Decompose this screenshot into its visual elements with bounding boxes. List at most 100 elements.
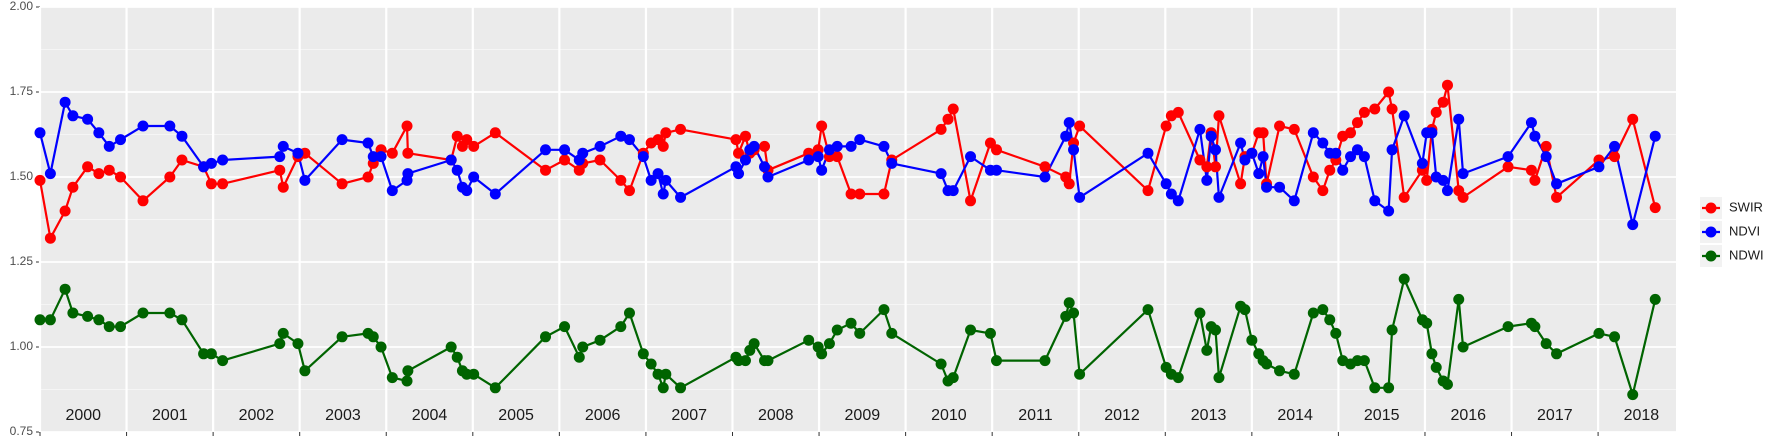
data-point bbox=[675, 382, 687, 394]
data-point bbox=[1324, 164, 1336, 176]
data-point bbox=[1274, 365, 1286, 377]
data-point bbox=[1063, 178, 1075, 190]
data-point bbox=[1383, 86, 1395, 98]
data-point bbox=[845, 140, 857, 152]
data-point bbox=[1039, 161, 1051, 173]
year-label: 2011 bbox=[1018, 407, 1053, 424]
data-point bbox=[559, 321, 571, 333]
data-point bbox=[1307, 171, 1319, 183]
data-point bbox=[660, 368, 672, 380]
data-point bbox=[1194, 307, 1206, 319]
data-point bbox=[386, 147, 398, 159]
data-point bbox=[748, 140, 760, 152]
data-point bbox=[1351, 117, 1363, 129]
data-point bbox=[1649, 293, 1661, 305]
data-point bbox=[1253, 168, 1265, 180]
data-point bbox=[1239, 154, 1251, 166]
data-point bbox=[375, 151, 387, 163]
data-point bbox=[103, 164, 115, 176]
data-point bbox=[82, 310, 94, 322]
data-point bbox=[675, 191, 687, 203]
data-point bbox=[1246, 147, 1258, 159]
data-point bbox=[573, 351, 585, 363]
data-point bbox=[1239, 304, 1251, 316]
data-point bbox=[1235, 137, 1247, 149]
data-point bbox=[1525, 164, 1537, 176]
data-point bbox=[1060, 130, 1072, 142]
data-point bbox=[1453, 293, 1465, 305]
data-point bbox=[965, 324, 977, 336]
data-point bbox=[1386, 103, 1398, 115]
data-point bbox=[733, 147, 745, 159]
data-point bbox=[878, 188, 890, 200]
y-tick-label: 1.75 bbox=[10, 84, 34, 98]
data-point bbox=[1540, 151, 1552, 163]
data-point bbox=[878, 304, 890, 316]
data-point bbox=[1194, 154, 1206, 166]
year-label: 2001 bbox=[152, 407, 188, 424]
data-point bbox=[137, 120, 149, 132]
data-point bbox=[292, 338, 304, 350]
year-label: 2014 bbox=[1277, 407, 1313, 424]
data-point bbox=[1502, 151, 1514, 163]
data-point bbox=[1551, 191, 1563, 203]
y-tick-label: 2.00 bbox=[10, 0, 34, 13]
data-point bbox=[82, 113, 94, 125]
data-point bbox=[1201, 174, 1213, 186]
data-point bbox=[637, 348, 649, 360]
data-point bbox=[1437, 174, 1449, 186]
data-point bbox=[1386, 324, 1398, 336]
data-point bbox=[1209, 161, 1221, 173]
data-point bbox=[461, 185, 473, 197]
data-point bbox=[1457, 191, 1469, 203]
data-point bbox=[402, 168, 414, 180]
data-point bbox=[1160, 178, 1172, 190]
data-point bbox=[1142, 147, 1154, 159]
data-point bbox=[362, 171, 374, 183]
data-point bbox=[1627, 219, 1639, 231]
data-point bbox=[1142, 185, 1154, 197]
data-point bbox=[198, 348, 210, 360]
data-point bbox=[878, 140, 890, 152]
data-point bbox=[1274, 120, 1286, 132]
data-point bbox=[739, 130, 751, 142]
data-point bbox=[540, 331, 552, 343]
data-point bbox=[1068, 144, 1080, 156]
data-point bbox=[386, 372, 398, 384]
data-point bbox=[277, 140, 289, 152]
data-point bbox=[1307, 127, 1319, 139]
data-point bbox=[468, 368, 480, 380]
data-point bbox=[759, 140, 771, 152]
data-point bbox=[615, 321, 627, 333]
data-point bbox=[1209, 144, 1221, 156]
data-point bbox=[1649, 202, 1661, 214]
data-point bbox=[1441, 378, 1453, 390]
data-point bbox=[1172, 195, 1184, 207]
data-point bbox=[935, 358, 947, 370]
data-point bbox=[854, 134, 866, 146]
data-point bbox=[137, 195, 149, 207]
data-point bbox=[1649, 130, 1661, 142]
data-point bbox=[93, 168, 105, 180]
data-point bbox=[176, 130, 188, 142]
data-point bbox=[816, 164, 828, 176]
data-point bbox=[386, 185, 398, 197]
data-point bbox=[831, 324, 843, 336]
data-point bbox=[1165, 188, 1177, 200]
data-point bbox=[468, 171, 480, 183]
data-point bbox=[336, 178, 348, 190]
data-point bbox=[965, 195, 977, 207]
data-point bbox=[1337, 164, 1349, 176]
data-point bbox=[1609, 140, 1621, 152]
data-point bbox=[1457, 168, 1469, 180]
year-label: 2012 bbox=[1104, 407, 1140, 424]
data-point bbox=[1453, 113, 1465, 125]
data-point bbox=[1246, 334, 1258, 346]
data-point bbox=[657, 188, 669, 200]
year-label: 2008 bbox=[758, 407, 794, 424]
data-point bbox=[1039, 355, 1051, 367]
data-point bbox=[1068, 307, 1080, 319]
data-point bbox=[1502, 321, 1514, 333]
data-point bbox=[935, 168, 947, 180]
data-point bbox=[577, 341, 589, 353]
